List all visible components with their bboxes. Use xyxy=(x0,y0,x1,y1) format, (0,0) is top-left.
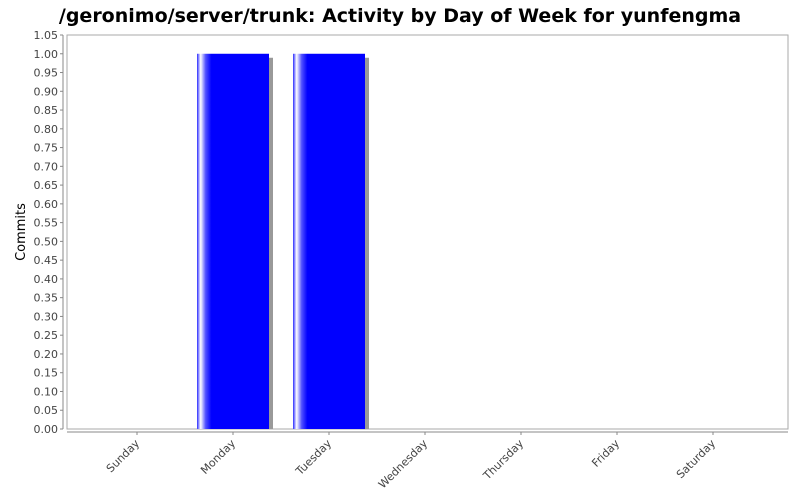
y-axis-label: Commits xyxy=(14,203,29,261)
x-tick-label: Sunday xyxy=(104,437,143,476)
y-tick-label: 0.20 xyxy=(34,348,59,361)
y-tick-label: 0.30 xyxy=(34,310,59,323)
y-tick-label: 0.90 xyxy=(34,85,59,98)
y-tick-label: 0.80 xyxy=(34,123,59,136)
x-tick-label: Wednesday xyxy=(376,437,431,492)
y-tick-label: 0.60 xyxy=(34,198,59,211)
bar-tuesday xyxy=(293,53,365,430)
y-tick-label: 0.45 xyxy=(34,254,59,267)
bars xyxy=(197,53,369,430)
y-axis: 0.00 0.05 0.10 0.15 0.20 0.25 0.30 0.35 0.40 0.45… xyxy=(34,29,64,436)
y-tick-label: 0.85 xyxy=(34,104,59,117)
chart-title: /geronimo/server/trunk: Activity by Day … xyxy=(59,5,741,27)
y-tick-label: 1.05 xyxy=(34,29,59,42)
y-tick-label: 0.50 xyxy=(34,235,59,248)
y-tick-label: 0.15 xyxy=(34,367,59,380)
x-tick-label: Saturday xyxy=(674,437,719,482)
y-tick-label: 1.00 xyxy=(34,48,59,61)
x-axis: Sunday Monday Tuesday Wednesday Thursday Frid… xyxy=(67,431,788,492)
bar-monday xyxy=(197,53,269,430)
y-tick-label: 0.10 xyxy=(34,385,59,398)
y-tick-label: 0.70 xyxy=(34,160,59,173)
x-tick-label: Thursday xyxy=(480,437,526,483)
x-tick-label: Tuesday xyxy=(293,437,335,479)
y-tick-label: 0.25 xyxy=(34,329,59,342)
y-tick-label: 0.95 xyxy=(34,67,59,80)
plot-area xyxy=(66,34,789,430)
x-tick-label: Friday xyxy=(589,437,622,470)
y-tick-label: 0.40 xyxy=(34,273,59,286)
y-tick-label: 0.55 xyxy=(34,217,59,230)
x-tick-label: Monday xyxy=(198,437,238,477)
y-tick-label: 0.65 xyxy=(34,179,59,192)
y-tick-label: 0.05 xyxy=(34,404,59,417)
y-tick-label: 0.35 xyxy=(34,292,59,305)
y-tick-label: 0.75 xyxy=(34,142,59,155)
y-tick-label: 0.00 xyxy=(34,423,59,436)
